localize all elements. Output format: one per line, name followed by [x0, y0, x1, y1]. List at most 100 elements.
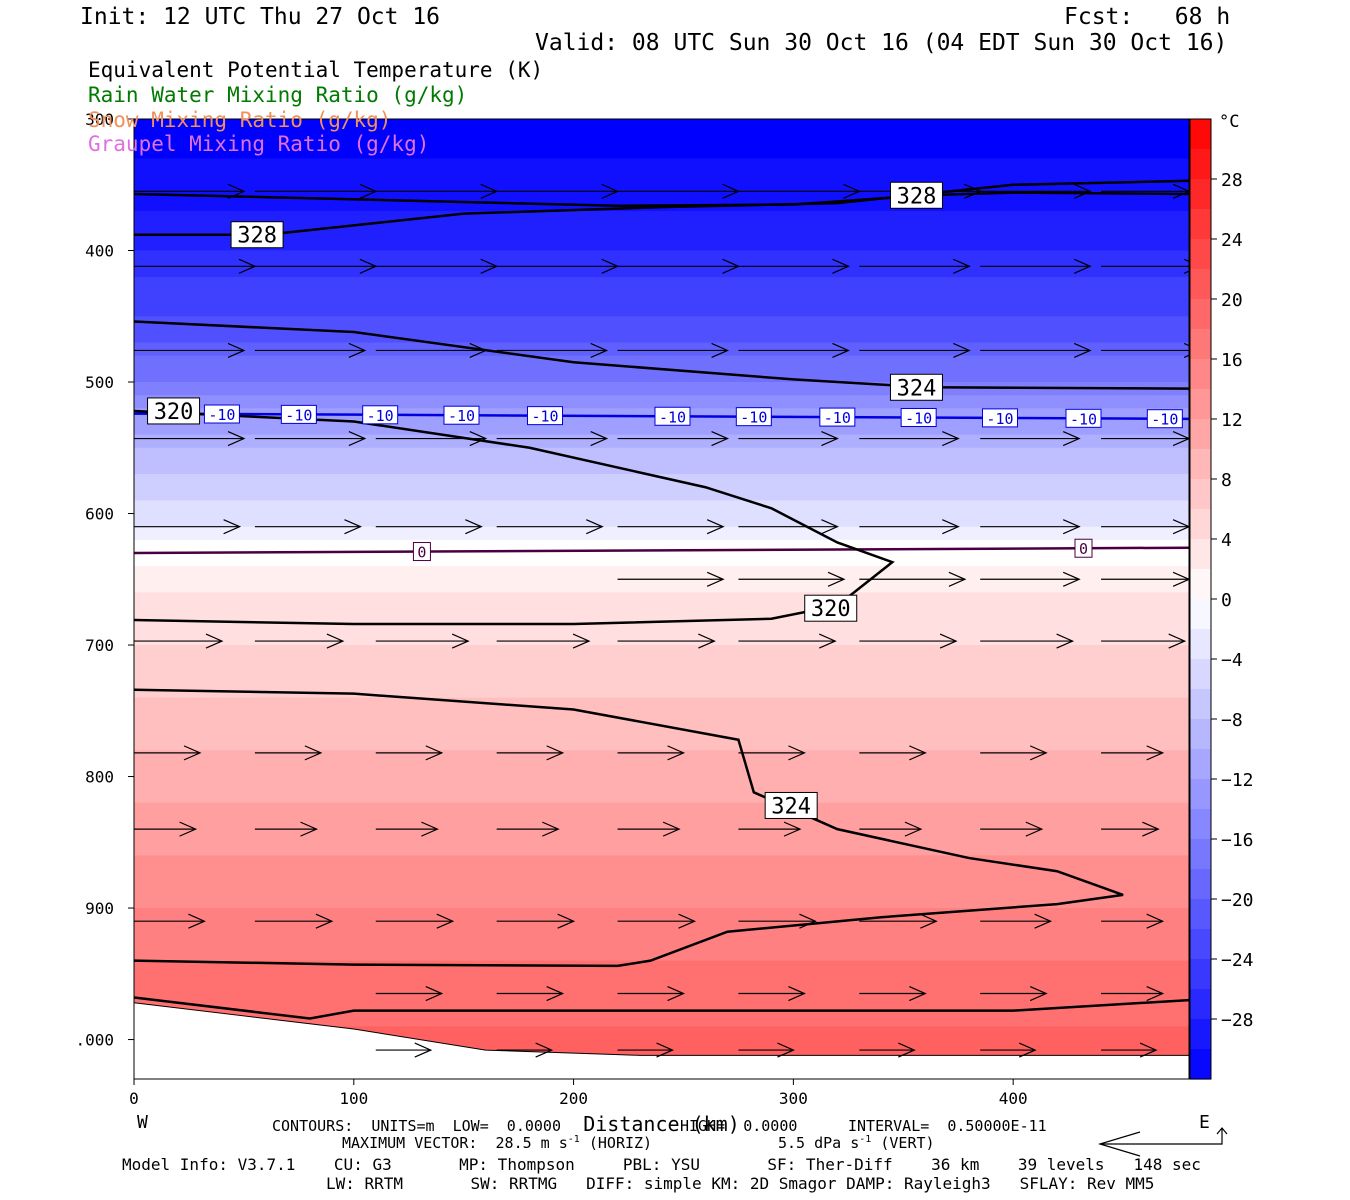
wind-vector-head	[711, 342, 730, 359]
temperature-band	[134, 289, 1189, 304]
colorbar-swatch	[1190, 989, 1211, 1020]
colorbar-swatch	[1190, 479, 1211, 510]
isotherm-label-box	[735, 407, 772, 427]
temperature-band	[134, 894, 1189, 909]
colorbar-swatch	[1190, 959, 1211, 990]
colorbar-swatch	[1190, 539, 1211, 570]
colorbar-swatch	[1190, 389, 1211, 420]
wind-vector	[859, 258, 971, 274]
temperature-band	[134, 500, 1189, 515]
wind-vector	[980, 183, 1092, 199]
isotherm-label: -10	[1065, 408, 1102, 428]
wind-vector-head	[1062, 431, 1081, 447]
wind-vector	[375, 342, 488, 359]
wind-vector-head	[667, 985, 686, 1002]
theta-e-label: 320	[147, 397, 201, 425]
wind-vector	[375, 985, 444, 1002]
temperature-band	[134, 908, 1189, 922]
wind-vector-head	[304, 745, 323, 761]
temperature-band	[134, 526, 1189, 541]
wind-vector-head	[1172, 571, 1189, 587]
colorbar-swatch	[1190, 209, 1211, 240]
isotherm-label: -10	[735, 407, 772, 427]
temperature-band	[134, 329, 1189, 344]
temperature-band	[134, 132, 1189, 146]
wind-vector	[496, 342, 609, 359]
wind-vector-head	[832, 258, 850, 274]
wind-vector-head	[1146, 985, 1165, 1002]
wind-vector	[738, 745, 806, 761]
wind-vector-head	[535, 1042, 554, 1058]
wind-vector-head	[227, 183, 246, 199]
temperature-band	[134, 684, 1189, 699]
colorbar-swatch	[1190, 1049, 1211, 1080]
wind-vector-head	[898, 1042, 916, 1058]
wind-vector-head	[348, 431, 367, 447]
temperature-band	[134, 697, 1189, 712]
wind-vector	[980, 985, 1048, 1002]
isotherm-label-box	[527, 406, 564, 426]
temperature-band	[134, 947, 1189, 962]
wind-vector	[859, 342, 971, 359]
wind-vector-head	[942, 519, 960, 535]
legend-graupel: Graupel Mixing Ratio (g/kg)	[88, 132, 430, 156]
colorbar-tick-label: −24	[1221, 950, 1254, 971]
theta-e-label-text: 324	[771, 794, 811, 819]
forecast-hour: Fcst: 68 h	[1064, 4, 1231, 30]
wind-vector	[254, 431, 367, 447]
wind-vector	[1101, 745, 1165, 761]
wind-vector	[859, 745, 927, 761]
colorbar-swatch	[1190, 599, 1211, 630]
temperature-band	[134, 842, 1189, 857]
wind-vector	[375, 1042, 433, 1058]
wind-vector-head	[326, 633, 345, 649]
wind-vector	[617, 519, 725, 535]
wind-vector	[254, 342, 367, 359]
colorbar-swatch	[1190, 929, 1211, 960]
y-tick-label: .000	[75, 1031, 114, 1050]
temperature-band	[134, 631, 1189, 646]
theta-e-label-box	[889, 373, 943, 401]
wind-vector-head	[698, 633, 716, 649]
x-axis-label: Distance (km)	[583, 1112, 740, 1136]
contours-high: HIGH= 0.0000	[680, 1117, 798, 1135]
wind-vector-head	[1062, 519, 1081, 535]
wind-vector	[375, 745, 444, 761]
theta-e-label-box	[230, 221, 284, 249]
temperature-band	[134, 789, 1189, 804]
wind-vector-head	[821, 431, 839, 447]
wind-vector	[1101, 821, 1160, 837]
theta-e-label-box	[764, 791, 818, 819]
x-tick-label: 300	[779, 1089, 808, 1108]
wind-vector-head	[469, 431, 488, 447]
wind-vector	[1101, 571, 1189, 587]
wind-vector-head	[788, 985, 806, 1002]
colorbar-tick-label: −12	[1221, 770, 1254, 791]
colorbar-tick-label: 12	[1221, 410, 1243, 431]
wind-vector-head	[1029, 745, 1048, 761]
temperature-band	[134, 776, 1189, 791]
wind-vector-head	[1056, 633, 1075, 649]
y-tick-label: 800	[85, 768, 114, 787]
isotherm-label: -10	[654, 406, 691, 426]
isotherm-label-text: -10	[531, 408, 558, 426]
wind-vector	[980, 633, 1075, 649]
max-vector-vert: 5.5 dPa s-1 (VERT)	[778, 1134, 935, 1152]
wind-vector-head	[586, 519, 604, 535]
wind-vector-head	[909, 985, 927, 1002]
isotherm-label: -10	[819, 407, 856, 427]
terrain-fill	[134, 1002, 1189, 1079]
isotherm-label: -10	[527, 406, 564, 426]
legend-theta-e: Equivalent Potential Temperature (K)	[88, 58, 544, 82]
y-tick-label: 500	[85, 373, 114, 392]
colorbar-swatch	[1190, 449, 1211, 480]
isotherm-label-box	[981, 408, 1018, 428]
temperature-band	[134, 355, 1189, 370]
wind-vector	[1101, 431, 1189, 447]
wind-vector	[980, 821, 1044, 837]
isotherm-label-box	[654, 406, 691, 426]
temperature-band	[134, 316, 1189, 331]
model-info-2: LW: RRTM SW: RRTMG DIFF: simple KM: 2D S…	[326, 1174, 1155, 1193]
colorbar-swatch	[1190, 719, 1211, 750]
